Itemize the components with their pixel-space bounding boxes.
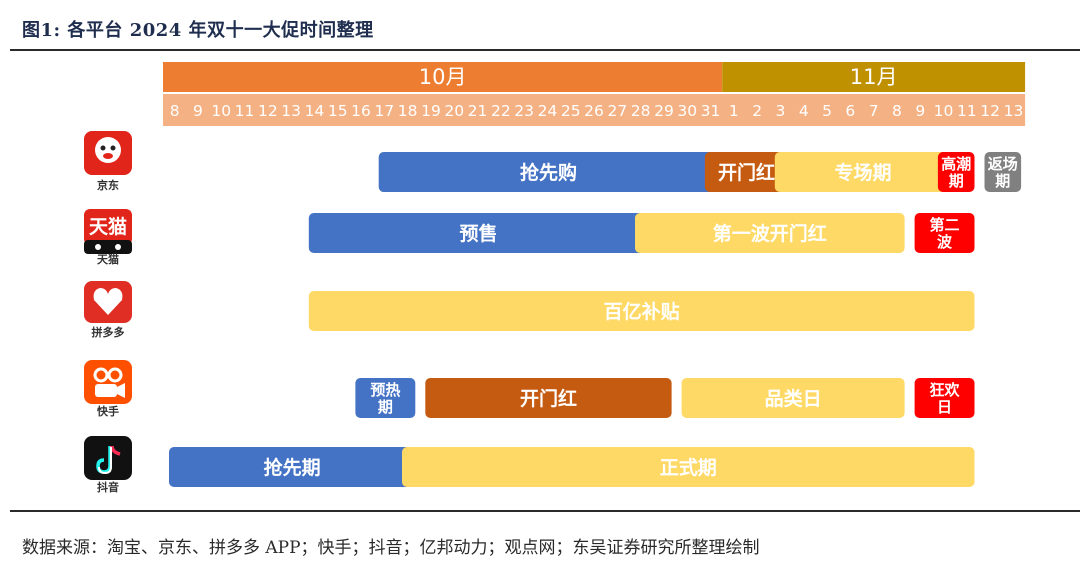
source-note: 数据来源：淘宝、京东、拼多多 APP；快手；抖音；亿邦动力；观点网；东吴证券研究… — [22, 538, 760, 558]
phase-label: 期 — [949, 172, 964, 190]
phase-label: 波 — [937, 233, 953, 251]
phase-label: 预售 — [460, 222, 498, 245]
phase-bar — [984, 152, 1022, 192]
month-label: 10月 — [419, 65, 467, 89]
phase-bar — [169, 447, 416, 487]
bottom-rule — [10, 510, 1080, 512]
pdd-logo — [84, 281, 132, 323]
day-tick-label: 13 — [1004, 102, 1024, 120]
day-tick-label: 3 — [776, 102, 786, 120]
phase-bar — [402, 447, 975, 487]
day-tick-label: 14 — [305, 102, 325, 120]
douyin-logo — [84, 436, 132, 480]
phase-bar — [681, 378, 905, 418]
day-tick-label: 26 — [584, 102, 604, 120]
day-tick-label: 31 — [701, 102, 721, 120]
phase-label: 狂欢 — [930, 381, 961, 399]
day-tick-label: 12 — [980, 102, 1000, 120]
day-tick-label: 4 — [799, 102, 809, 120]
day-tick-label: 19 — [421, 102, 441, 120]
phase-label: 专场期 — [834, 161, 891, 184]
phase-label: 开门红 — [520, 387, 577, 410]
day-tick-label: 25 — [561, 102, 581, 120]
jd-logo — [84, 131, 132, 175]
day-tick-label: 11 — [957, 102, 977, 120]
phase-bar — [635, 213, 905, 253]
day-tick-label: 2 — [752, 102, 762, 120]
day-tick-label: 21 — [468, 102, 488, 120]
phase-bar — [425, 378, 672, 418]
figure-title: 图1: 各平台 2024 年双十一大促时间整理 — [22, 20, 374, 41]
jd-logo-caption: 京东 — [97, 178, 119, 192]
day-tick-label: 24 — [538, 102, 558, 120]
douyin-logo-caption: 抖音 — [97, 480, 119, 494]
phase-label: 预热 — [370, 381, 400, 399]
month-label: 11月 — [850, 65, 898, 89]
day-tick-label: 8 — [170, 102, 180, 120]
phase-label: 期 — [378, 398, 393, 416]
phase-label: 高潮 — [941, 155, 971, 173]
day-tick-label: 1 — [729, 102, 739, 120]
day-tick-label: 22 — [491, 102, 511, 120]
phase-label: 开门红 — [718, 161, 775, 184]
day-tick-label: 9 — [193, 102, 203, 120]
tmall-logo-caption: 天猫 — [97, 252, 119, 266]
phase-bar — [914, 378, 975, 418]
pdd-logo-caption: 拼多多 — [92, 325, 125, 339]
phase-bar — [308, 291, 975, 331]
phase-label: 期 — [995, 172, 1010, 190]
day-tick-label: 10 — [934, 102, 954, 120]
month-band — [163, 62, 723, 92]
day-tick-label: 18 — [398, 102, 418, 120]
day-tick-label: 29 — [654, 102, 674, 120]
phase-bars: 抢先购 开门红 专场期 高潮期返场期预售 第一波开门红 第二波百亿补贴预热期 开门红 品类日狂… — [169, 152, 1022, 487]
day-tick-label: 9 — [915, 102, 925, 120]
phase-label: 第二 — [930, 216, 960, 234]
phase-bar — [378, 152, 719, 192]
day-tick-label: 8 — [892, 102, 902, 120]
day-tick-label: 30 — [677, 102, 697, 120]
phase-bar — [704, 152, 789, 192]
day-tick-label: 6 — [845, 102, 855, 120]
day-tick-label: 23 — [514, 102, 534, 120]
day-tick-label: 27 — [607, 102, 627, 120]
phase-bar — [774, 152, 952, 192]
phase-label: 正式期 — [660, 456, 717, 479]
phase-bar — [914, 213, 975, 253]
day-tick-label: 13 — [281, 102, 301, 120]
day-tick-label: 10 — [211, 102, 231, 120]
day-tick-label: 28 — [631, 102, 651, 120]
tmall-logo: 天猫 — [84, 209, 132, 254]
kuaishou-logo-caption: 快手 — [96, 404, 119, 418]
day-tick-label: 16 — [351, 102, 371, 120]
phase-label: 品类日 — [765, 387, 822, 410]
day-tick-label: 20 — [444, 102, 464, 120]
phase-label: 抢先期 — [264, 456, 321, 479]
phase-bar — [355, 378, 416, 418]
day-tick-label: 12 — [258, 102, 278, 120]
day-tick-label: 5 — [822, 102, 832, 120]
phase-label: 第一波开门红 — [713, 222, 827, 245]
top-rule — [10, 49, 1080, 51]
day-row — [163, 94, 1026, 126]
day-tick-label: 11 — [235, 102, 255, 120]
day-tick-label: 7 — [869, 102, 879, 120]
phase-label: 日 — [937, 398, 952, 416]
phase-label: 抢先购 — [520, 161, 577, 184]
day-tick-label: 17 — [374, 102, 394, 120]
kuaishou-logo — [84, 360, 132, 404]
day-tick-label: 15 — [328, 102, 348, 120]
svg-text:天猫: 天猫 — [89, 215, 127, 238]
phase-label: 百亿补贴 — [604, 300, 680, 323]
phase-bar — [308, 213, 649, 253]
phase-bar — [937, 152, 975, 192]
month-band — [722, 62, 1026, 92]
phase-label: 返场 — [988, 155, 1018, 173]
